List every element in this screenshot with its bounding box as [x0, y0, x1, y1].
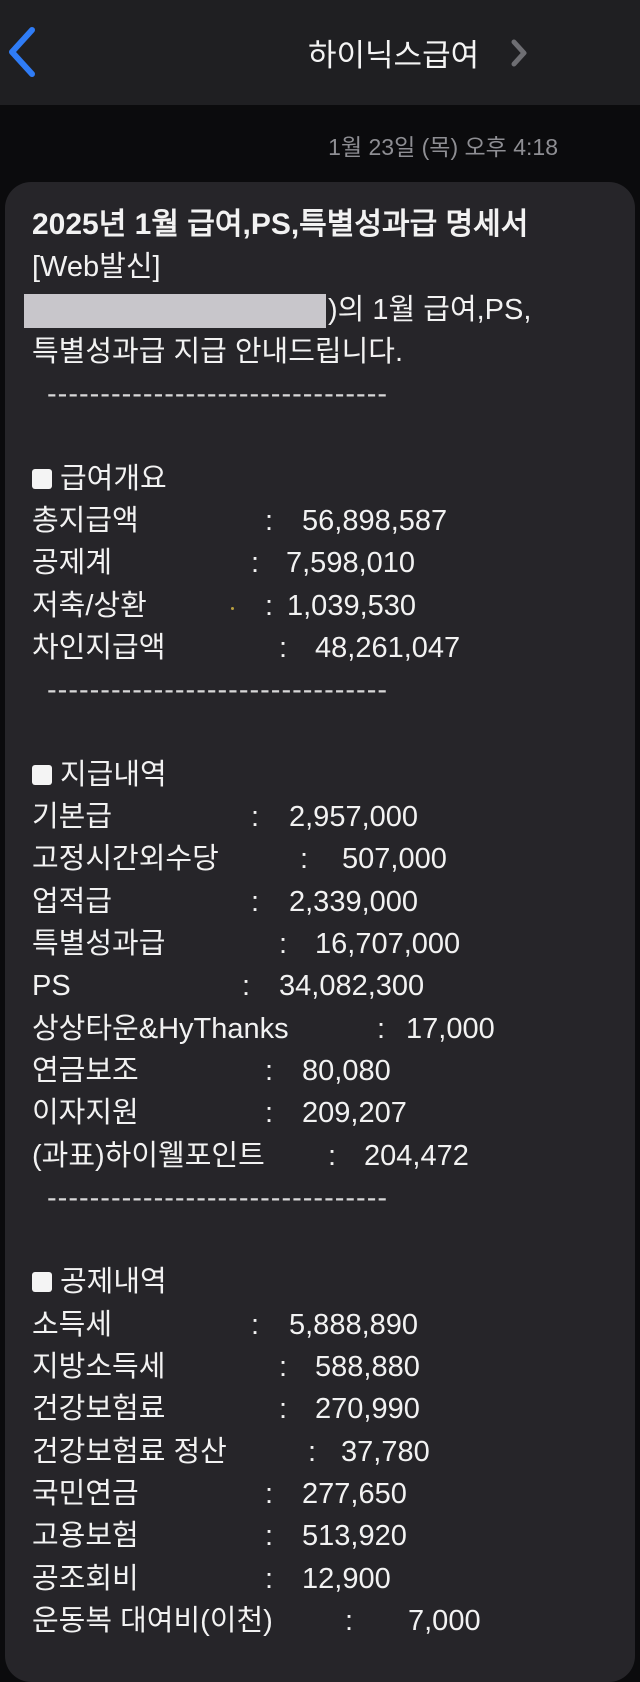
- message-title: 2025년 1월 급여,PS,특별성과급 명세서: [32, 208, 529, 241]
- deduction-row: 고용보험:513,920: [32, 1520, 407, 1553]
- divider: --------------------------------: [47, 674, 389, 707]
- divider: --------------------------------: [47, 378, 389, 411]
- deduction-row: 건강보험료:270,990: [32, 1393, 420, 1426]
- deduction-row: 국민연금:277,650: [32, 1477, 407, 1510]
- payment-row: 고정시간외수당:507,000: [32, 843, 447, 876]
- redacted-name: [24, 293, 326, 328]
- square-bullet-icon: [32, 764, 52, 785]
- payment-row: 연금보조:80,080: [32, 1054, 391, 1087]
- summary-row: 공제계:7,598,010: [32, 547, 416, 580]
- summary-row: 차인지급액:48,261,047: [32, 631, 461, 664]
- nav-header: 하이닉스급여: [0, 0, 640, 105]
- payment-row: PS:34,082,300: [32, 970, 425, 1003]
- payment-row: 업적급:2,339,000: [32, 885, 419, 918]
- square-bullet-icon: [32, 468, 52, 489]
- section-title: 지급내역: [32, 754, 622, 796]
- chevron-right-icon[interactable]: [510, 38, 528, 68]
- deduction-row: 지방소득세:588,880: [32, 1351, 420, 1384]
- web-sent-tag: [Web발신]: [32, 251, 161, 284]
- message-content: 2025년 1월 급여,PS,특별성과급 명세서 [Web발신] )의 1월 급…: [24, 204, 622, 1642]
- section-title: 공제내역: [32, 1261, 622, 1303]
- payment-row: 상상타운&HyThanks:17,000: [32, 1012, 495, 1045]
- deduction-row: 건강보험료 정산:37,780: [32, 1435, 430, 1468]
- back-button[interactable]: [6, 26, 40, 78]
- intro-text: )의 1월 급여,PS,: [328, 293, 532, 326]
- intro-line-2: 특별성과급 지급 안내드립니다.: [32, 335, 404, 368]
- deduction-row: 공조회비:12,900: [32, 1562, 391, 1595]
- conversation-title[interactable]: 하이닉스급여: [308, 38, 480, 73]
- deduction-row: 소득세:5,888,890: [32, 1308, 419, 1341]
- chevron-left-icon: [9, 27, 35, 77]
- intro-line: )의 1월 급여,PS,: [24, 289, 622, 331]
- payment-row: 기본급:2,957,000: [32, 801, 419, 834]
- summary-row: 저축/상환:1,039,530: [32, 589, 417, 622]
- message-bubble[interactable]: [5, 182, 635, 1682]
- deduction-row: 운동복 대여비(이천):7,000: [32, 1604, 481, 1637]
- payment-row: 이자지원:209,207: [32, 1097, 407, 1130]
- payment-row: (과표)하이웰포인트:204,472: [32, 1139, 469, 1172]
- summary-row: 총지급액:56,898,587: [32, 505, 448, 538]
- section-title: 급여개요: [32, 458, 622, 500]
- divider: --------------------------------: [47, 1181, 389, 1214]
- payment-row: 특별성과급:16,707,000: [32, 928, 461, 961]
- message-timestamp: 1월 23일 (목) 오후 4:18: [328, 134, 558, 160]
- square-bullet-icon: [32, 1272, 52, 1293]
